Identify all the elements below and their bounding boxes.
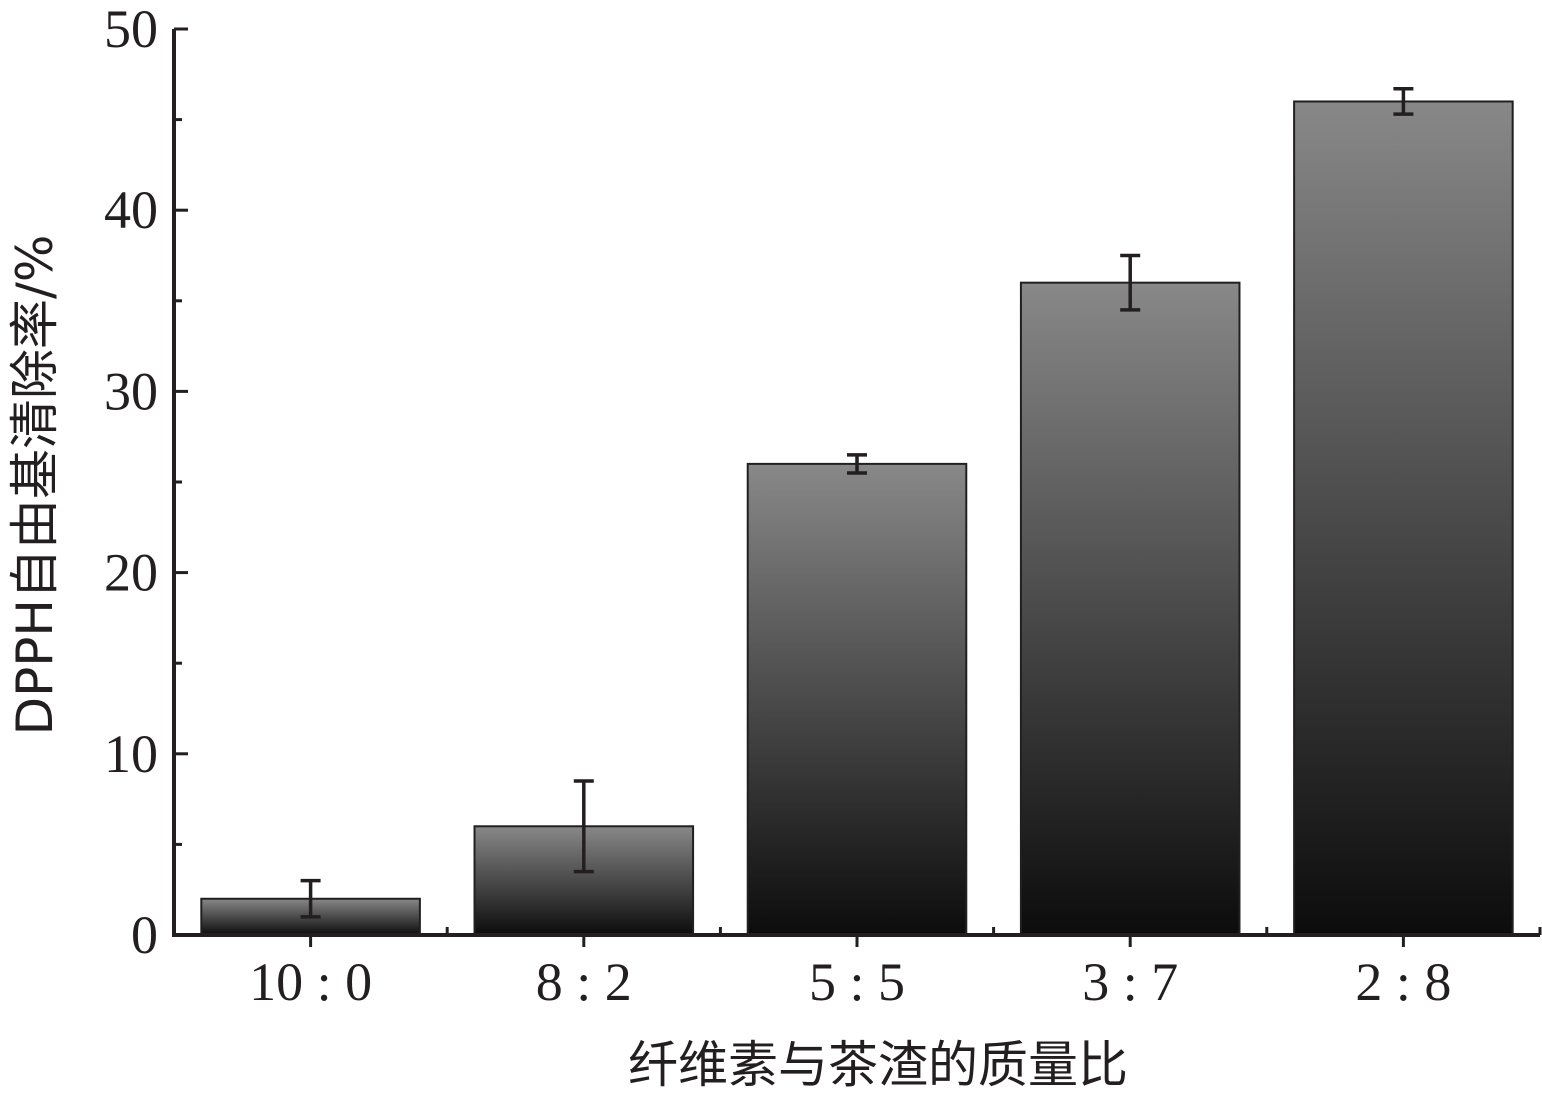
y-tick-label-0: 0 (131, 905, 158, 965)
error-bar-3 (1120, 253, 1141, 312)
axes-group (172, 27, 1542, 947)
y-axis-title: DPPH自由基清除率/% (6, 235, 64, 736)
error-bar-0 (300, 878, 321, 919)
bar-4 (1293, 100, 1514, 937)
x-axis-title: 纤维素与茶渣的质量比 (628, 1036, 1128, 1093)
x-tick-label-4: 2 : 8 (1355, 952, 1451, 1012)
tick-labels-group: 10 : 0 8 : 2 5 : 5 3 : 7 2 : 8 0 10 20 30 40 50 (104, 0, 1451, 1012)
y-tick-label-5: 50 (104, 0, 158, 59)
x-tick-label-1: 8 : 2 (536, 952, 632, 1012)
x-tick-label-0: 10 : 0 (249, 952, 372, 1012)
x-tick-label-3: 3 : 7 (1082, 952, 1178, 1012)
x-tick-label-2: 5 : 5 (809, 952, 905, 1012)
bars-group (200, 100, 1514, 937)
bar-2 (746, 462, 968, 936)
error-bar-4 (1393, 87, 1414, 116)
y-tick-label-1: 10 (104, 724, 158, 784)
y-tick-label-2: 20 (104, 543, 158, 603)
error-bar-2 (847, 453, 867, 475)
error-bar-1 (573, 779, 594, 874)
error-bars-group (300, 87, 1414, 919)
y-tick-label-4: 40 (104, 180, 158, 240)
bar-3 (1019, 281, 1241, 936)
y-tick-label-3: 30 (104, 361, 158, 421)
